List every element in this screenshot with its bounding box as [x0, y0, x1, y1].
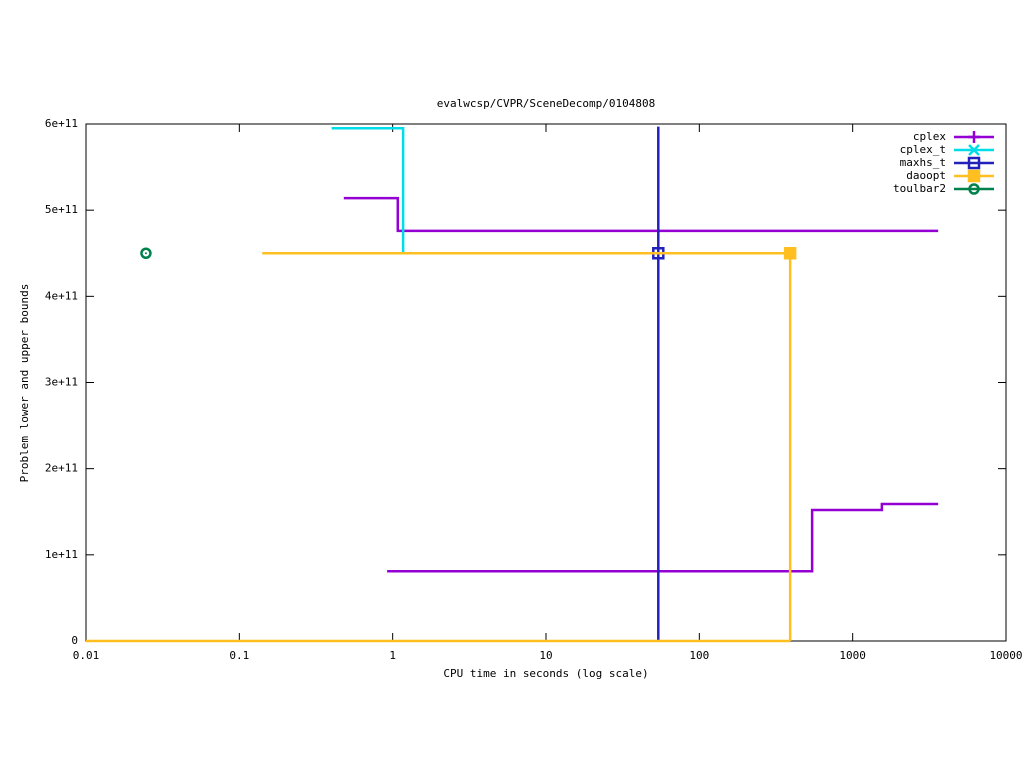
- legend-label: toulbar2: [893, 182, 946, 195]
- x-tick-label: 0.1: [229, 649, 249, 662]
- x-tick-label: 10: [539, 649, 552, 662]
- marker-dot: [973, 188, 975, 190]
- marker: [968, 144, 980, 156]
- y-tick-label: 0: [71, 634, 78, 647]
- y-tick-label: 2e+11: [45, 462, 78, 475]
- marker: [783, 247, 797, 260]
- x-tick-label: 0.01: [73, 649, 100, 662]
- x-axis-label: CPU time in seconds (log scale): [443, 667, 648, 680]
- chart-title: evalwcsp/CVPR/SceneDecomp/0104808: [437, 97, 656, 110]
- legend-label: maxhs_t: [900, 156, 946, 169]
- legend-label: cplex_t: [900, 143, 946, 156]
- x-tick-label: 1000: [839, 649, 866, 662]
- series-line: [86, 252, 792, 643]
- series-line: [331, 127, 405, 253]
- x-tick-label: 1: [389, 649, 396, 662]
- y-tick-label: 1e+11: [45, 548, 78, 561]
- x-tick-label: 100: [689, 649, 709, 662]
- series-line: [343, 196, 939, 573]
- plot-frame: [85, 123, 1007, 642]
- marker: [967, 169, 981, 183]
- y-tick-label: 3e+11: [45, 376, 78, 389]
- y-tick-label: 5e+11: [45, 203, 78, 216]
- legend-label: cplex: [913, 130, 946, 143]
- marker: [967, 156, 981, 170]
- marker-dot: [144, 252, 147, 255]
- y-tick-label: 6e+11: [45, 117, 78, 130]
- y-tick-label: 4e+11: [45, 289, 78, 302]
- marker: [140, 247, 152, 259]
- y-axis-label: Problem lower and upper bounds: [18, 284, 31, 483]
- x-tick-label: 10000: [989, 649, 1022, 662]
- marker: [968, 131, 980, 143]
- legend-label: daoopt: [906, 169, 946, 182]
- marker: [968, 183, 980, 195]
